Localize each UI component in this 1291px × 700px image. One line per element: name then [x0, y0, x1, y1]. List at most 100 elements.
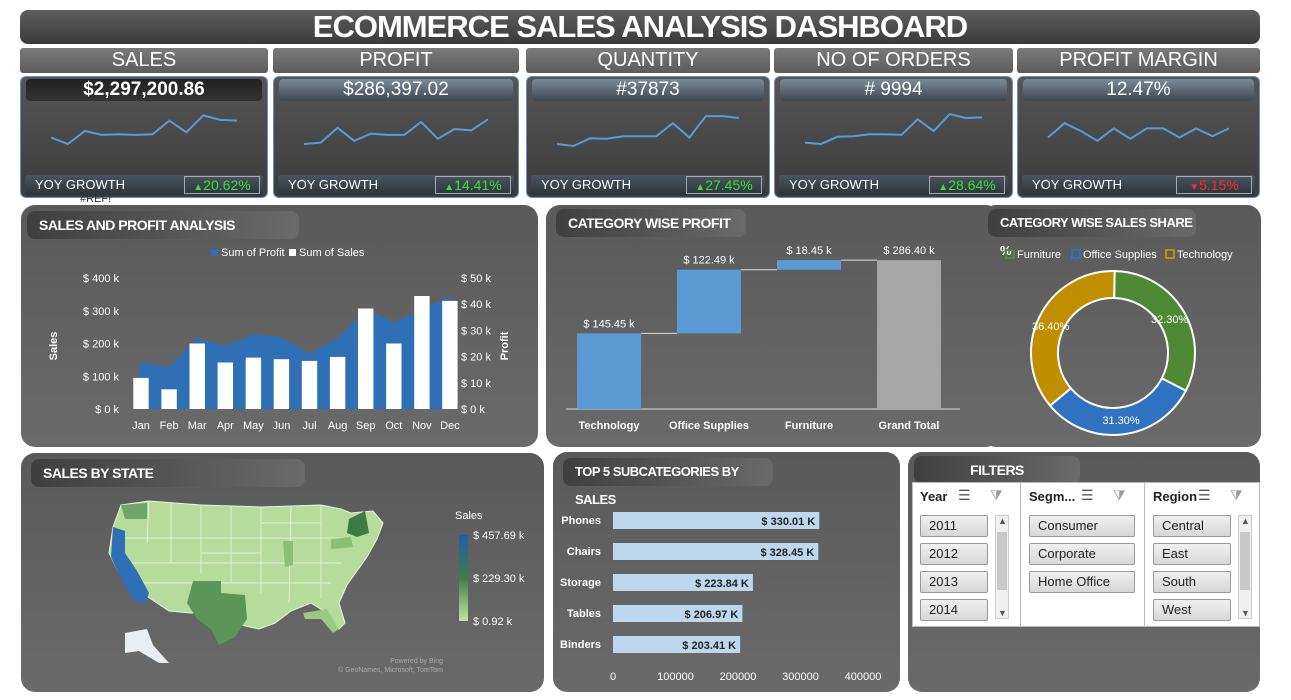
subcategory-label-1: Chairs	[567, 546, 601, 558]
slicer-item-2013[interactable]: 2013	[920, 571, 988, 593]
kpi-label-4: PROFIT MARGIN	[1017, 48, 1260, 73]
slicer-item-2011[interactable]: 2011	[920, 515, 988, 537]
waterfall-bar-2	[777, 260, 841, 270]
slicer-item-2014[interactable]: 2014	[920, 599, 988, 621]
y-axis-label: Sales	[48, 332, 60, 361]
slicer-item-consumer[interactable]: Consumer	[1029, 515, 1135, 537]
x-tick-dec: Dec	[440, 420, 460, 432]
waterfall-label-1: $ 122.49 k	[683, 255, 735, 267]
scroll-up-icon[interactable]: ▲	[1241, 516, 1250, 526]
ref-error-text: #REF!	[80, 193, 112, 205]
map-credit-geo: © GeoNames, Microsoft, TomTom	[338, 666, 443, 674]
hbar-x-tick-2: 200000	[720, 671, 757, 683]
subcategory-label-2: Storage	[560, 577, 601, 589]
yoy-growth-badge-3: ▲28.64%	[929, 176, 1005, 194]
multi-select-icon[interactable]: ☰	[1081, 487, 1094, 503]
waterfall-x-tick-3: Grand Total	[879, 420, 940, 432]
yoy-growth-badge-0: ▲20.62%	[184, 176, 260, 194]
sales-bar-jan	[133, 377, 149, 409]
kpi-sparkline-line-4	[1047, 122, 1230, 143]
sales-bar-apr	[217, 362, 233, 409]
subcategory-bar-phones	[613, 512, 820, 529]
slicer-divider-2	[1144, 482, 1145, 627]
sales-profit-title: SALES AND PROFIT ANALYSIS	[27, 211, 299, 239]
yoy-growth-badge-2: ▲27.45%	[686, 176, 762, 194]
kpi-value-4: 12.47%	[1023, 79, 1254, 101]
kpi-value-3: # 9994	[780, 79, 1007, 101]
florida-state	[303, 609, 339, 633]
kpi-sparkline-3	[804, 112, 983, 146]
y2-axis-label: Profit	[499, 331, 511, 360]
slicer-item-east[interactable]: East	[1153, 543, 1231, 565]
y-tick-4: $ 400 k	[83, 273, 120, 285]
y-tick-2: $ 200 k	[83, 339, 120, 351]
donut-legend-swatch-2	[1165, 249, 1175, 259]
multi-select-icon[interactable]: ☰	[1198, 487, 1211, 503]
donut-slice-technology	[1030, 270, 1116, 408]
sales-share-panel: CATEGORY WISE SALES SHARE % Furniture Off…	[982, 205, 1261, 447]
hbar-x-tick-3: 300000	[782, 671, 819, 683]
slicer-item-corporate[interactable]: Corporate	[1029, 543, 1135, 565]
slicer-item-west[interactable]: West	[1153, 599, 1231, 621]
yoy-growth-badge-1: ▲14.41%	[435, 176, 511, 194]
sales-profit-chart: Sum of Profit Sum of Sales $ 0 k $ 100 k $ 2…	[48, 247, 511, 432]
waterfall-bar-3	[877, 260, 941, 409]
sales-bar-aug	[329, 356, 346, 409]
y2-tick-1: $ 10 k	[461, 378, 491, 390]
illinois-state	[283, 541, 293, 567]
sales-share-title: CATEGORY WISE SALES SHARE %	[988, 209, 1196, 258]
legend-swatch-profit	[211, 249, 218, 256]
sales-by-state-title: SALES BY STATE	[31, 459, 305, 487]
subcategory-value-3: $ 206.97 K	[685, 609, 739, 621]
slicer-scrollbar-2[interactable]: ▲ ▼	[1238, 515, 1252, 619]
slicer-item-central[interactable]: Central	[1153, 515, 1231, 537]
kpi-label-1: PROFIT	[273, 48, 519, 73]
scroll-up-icon[interactable]: ▲	[998, 516, 1007, 526]
scroll-thumb[interactable]	[1240, 532, 1250, 590]
y2-tick-4: $ 40 k	[461, 299, 491, 311]
subcategory-label-3: Tables	[567, 608, 601, 620]
clear-filter-icon[interactable]: ⧩	[1230, 487, 1243, 503]
scroll-down-icon[interactable]: ▼	[1241, 608, 1250, 618]
scroll-thumb[interactable]	[997, 532, 1007, 590]
clear-filter-icon[interactable]: ⧩	[1113, 487, 1126, 503]
slicer-item-home-office[interactable]: Home Office	[1029, 571, 1135, 593]
kpi-value-2: #37873	[532, 79, 764, 101]
kpi-card-4: 12.47% YOY GROWTH ▼5.15%	[1017, 76, 1260, 198]
us-map[interactable]: Sales $ 457.69 k $ 229.30 k $ 0.92 k Pow…	[21, 453, 544, 692]
map-legend-max: $ 457.69 k	[473, 530, 525, 542]
yoy-growth-label-0: YOY GROWTH	[35, 177, 126, 192]
combo-legend: Sum of Profit Sum of Sales	[211, 247, 365, 259]
x-tick-jan: Jan	[132, 420, 150, 432]
slicer-header-0: Year	[920, 489, 948, 504]
donut-legend-label-1: Office Supplies	[1083, 249, 1157, 261]
kpi-sparkline-0	[50, 114, 238, 146]
slicer-header-2: Region	[1153, 489, 1198, 504]
kpi-card-1: $286,397.02 YOY GROWTH ▲14.41%	[273, 76, 519, 198]
slicer-divider-1	[1020, 482, 1021, 627]
clear-filter-icon[interactable]: ⧩	[990, 487, 1003, 503]
x-tick-may: May	[243, 420, 264, 432]
donut-legend-swatch-1	[1071, 249, 1081, 259]
arrow-up-icon: ▲	[938, 182, 949, 193]
hbar-x-tick-4: 400000	[845, 671, 882, 683]
top5-subcategories-chart: $ 330.01 K Phones $ 328.45 K Chairs $ 223.84…	[560, 512, 882, 683]
slicer-item-2012[interactable]: 2012	[920, 543, 988, 565]
waterfall-x-tick-0: Technology	[579, 420, 641, 432]
x-tick-jun: Jun	[273, 420, 291, 432]
donut-legend-label-0: Furniture	[1017, 249, 1061, 261]
arrow-up-icon: ▲	[193, 182, 204, 193]
scroll-down-icon[interactable]: ▼	[998, 608, 1007, 618]
texas-state	[187, 581, 247, 645]
y2-tick-3: $ 30 k	[461, 325, 491, 337]
subcategory-label-4: Binders	[560, 639, 601, 651]
alaska-state	[125, 629, 169, 663]
kpi-sparkline-line-0	[50, 114, 238, 146]
y-tick-1: $ 100 k	[83, 371, 120, 383]
multi-select-icon[interactable]: ☰	[958, 487, 971, 503]
x-tick-aug: Aug	[328, 420, 348, 432]
slicer-item-south[interactable]: South	[1153, 571, 1231, 593]
y-tick-0: $ 0 k	[95, 404, 119, 416]
subcategory-value-4: $ 203.41 K	[682, 640, 736, 652]
slicer-scrollbar-0[interactable]: ▲ ▼	[995, 515, 1009, 619]
